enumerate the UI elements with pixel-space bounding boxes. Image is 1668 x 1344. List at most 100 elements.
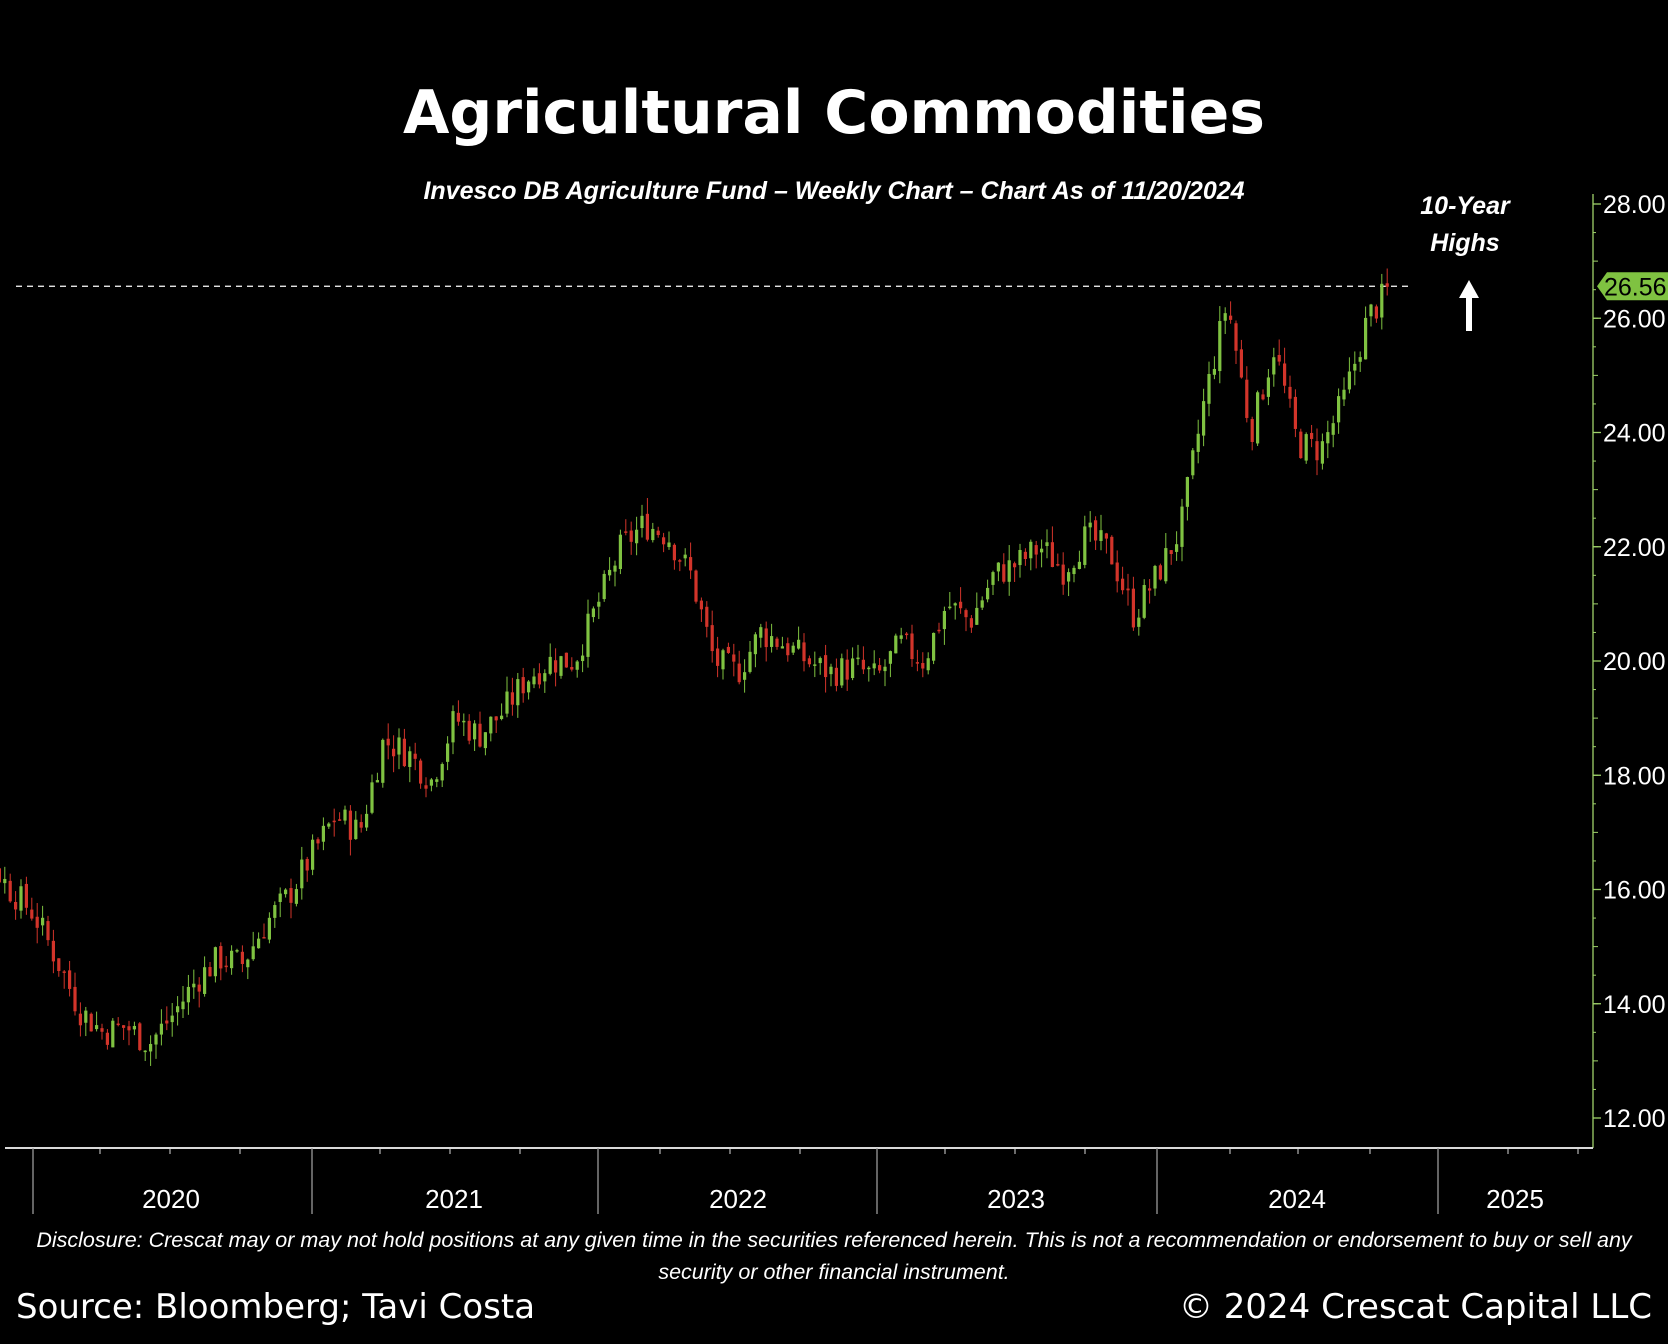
candle-body	[1126, 588, 1130, 591]
candle	[30, 897, 34, 921]
candle-body	[1196, 433, 1200, 452]
candle	[343, 805, 347, 825]
candle	[996, 562, 1000, 582]
candle-body	[780, 646, 784, 649]
candle	[413, 742, 417, 771]
candle-body	[300, 859, 304, 889]
candle	[591, 606, 595, 623]
candle-body	[737, 663, 741, 683]
candle-body	[1207, 374, 1211, 404]
candle-body	[19, 886, 23, 911]
candle-body	[710, 625, 714, 652]
candle-body	[375, 780, 379, 783]
x-tick: 2024	[1156, 1148, 1326, 1214]
candle	[1234, 320, 1238, 365]
candle	[95, 1011, 99, 1032]
y-tick: 14.00	[1593, 991, 1666, 1019]
candle-body	[154, 1034, 158, 1045]
chart-title: Agricultural Commodities	[402, 78, 1265, 148]
candle-body	[30, 909, 34, 919]
candle	[327, 822, 331, 829]
candle-body	[802, 642, 806, 662]
candle	[948, 591, 952, 610]
y-tick-label: 26.00	[1603, 305, 1666, 333]
candle	[311, 834, 315, 876]
candle	[1364, 306, 1368, 360]
candle	[462, 713, 466, 736]
candle-body	[1083, 526, 1087, 565]
candle	[672, 543, 676, 570]
candle	[818, 656, 822, 675]
x-tick-label: 2025	[1486, 1184, 1544, 1214]
candle-body	[483, 732, 487, 749]
candle-body	[1364, 317, 1368, 360]
candle-body	[564, 652, 568, 668]
candle-body	[586, 613, 590, 657]
candle	[1239, 339, 1243, 379]
candle	[683, 548, 687, 567]
candle-body	[1212, 368, 1216, 375]
candle-body	[95, 1025, 99, 1030]
candle	[834, 658, 838, 692]
candle-body	[105, 1032, 109, 1045]
candle	[786, 637, 790, 662]
candle	[149, 1035, 153, 1066]
candle-body	[699, 600, 703, 610]
candle	[732, 643, 736, 677]
candle-body	[1013, 563, 1017, 568]
candle-body	[278, 893, 282, 902]
candle-body	[159, 1023, 163, 1035]
candle-body	[726, 646, 730, 653]
candle	[678, 558, 682, 572]
y-tick: 18.00	[1593, 762, 1666, 790]
candle-body	[953, 603, 957, 606]
candle	[1250, 416, 1254, 451]
candle	[651, 522, 655, 543]
candle-body	[370, 782, 374, 813]
candle-body	[294, 889, 298, 904]
candle-body	[1315, 441, 1319, 461]
candle-body	[386, 738, 390, 746]
candle	[743, 659, 747, 693]
candle-body	[1056, 564, 1060, 566]
candle	[1266, 369, 1270, 406]
candle-body	[656, 530, 660, 536]
candle	[1148, 579, 1152, 604]
candle	[456, 700, 460, 726]
candle-body	[1385, 283, 1389, 287]
y-tick-label: 14.00	[1603, 991, 1666, 1019]
candle-body	[429, 779, 433, 786]
x-tick: 2020	[32, 1148, 200, 1214]
candle-body	[1229, 315, 1233, 320]
candle-body	[721, 650, 725, 670]
candle-body	[440, 764, 444, 781]
candle	[46, 915, 50, 946]
candle	[748, 641, 752, 674]
ten-year-highs-annotation: 10-Year Highs	[1395, 188, 1535, 262]
candle	[89, 1012, 93, 1032]
candle-body	[1142, 585, 1146, 618]
candle-body	[267, 917, 271, 940]
candle	[84, 1006, 88, 1037]
price-label-text: 26.56	[1604, 273, 1667, 301]
candle	[1077, 550, 1081, 570]
candle	[35, 903, 39, 944]
candle-body	[537, 673, 541, 685]
price-label-box	[1597, 272, 1668, 301]
candle-body	[732, 654, 736, 662]
candle	[273, 901, 277, 928]
candle-body	[597, 601, 601, 607]
candle	[829, 663, 833, 687]
candle-body	[46, 921, 50, 941]
candle-body	[618, 534, 622, 570]
candle-body	[1239, 349, 1243, 378]
candle-body	[521, 677, 525, 694]
candle	[1094, 516, 1098, 550]
candle	[375, 772, 379, 783]
candle	[586, 599, 590, 668]
candle-body	[208, 967, 212, 977]
candle	[845, 649, 849, 691]
candle-body	[608, 569, 612, 576]
candle	[289, 878, 293, 919]
candle	[1223, 307, 1227, 335]
